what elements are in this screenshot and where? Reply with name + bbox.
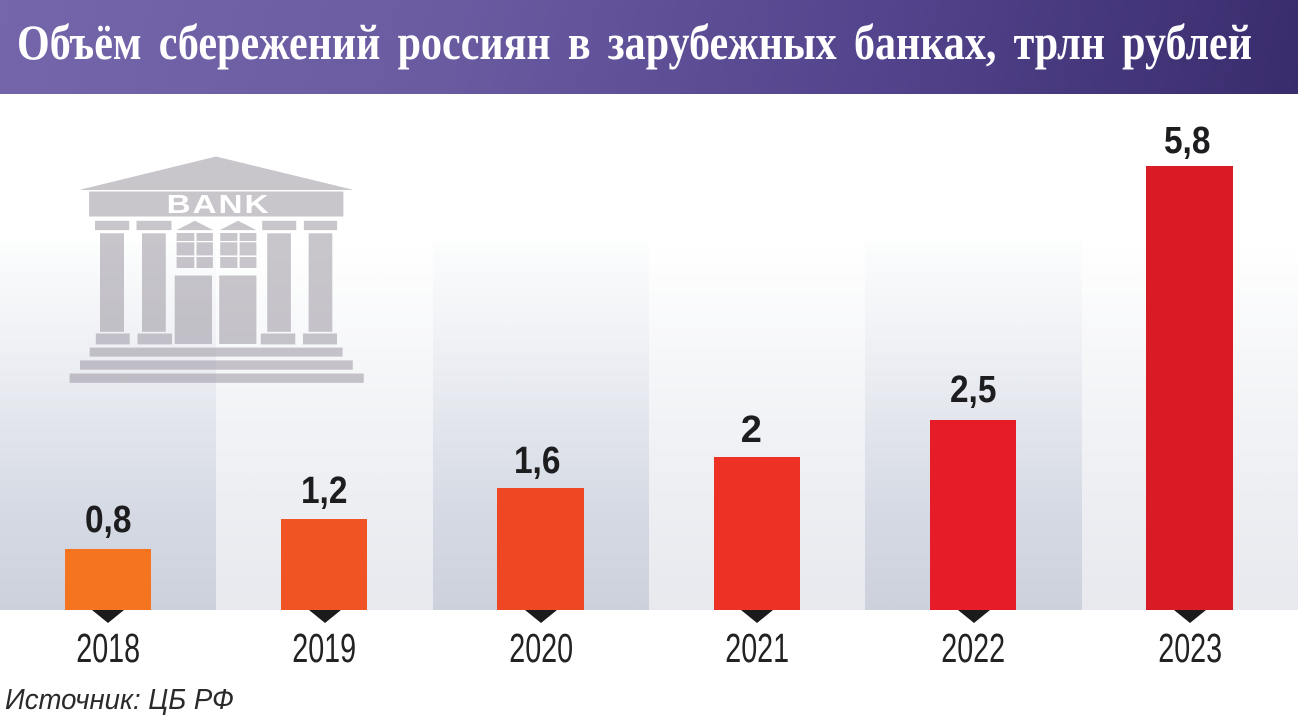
svg-text:BANK: BANK — [167, 190, 271, 219]
